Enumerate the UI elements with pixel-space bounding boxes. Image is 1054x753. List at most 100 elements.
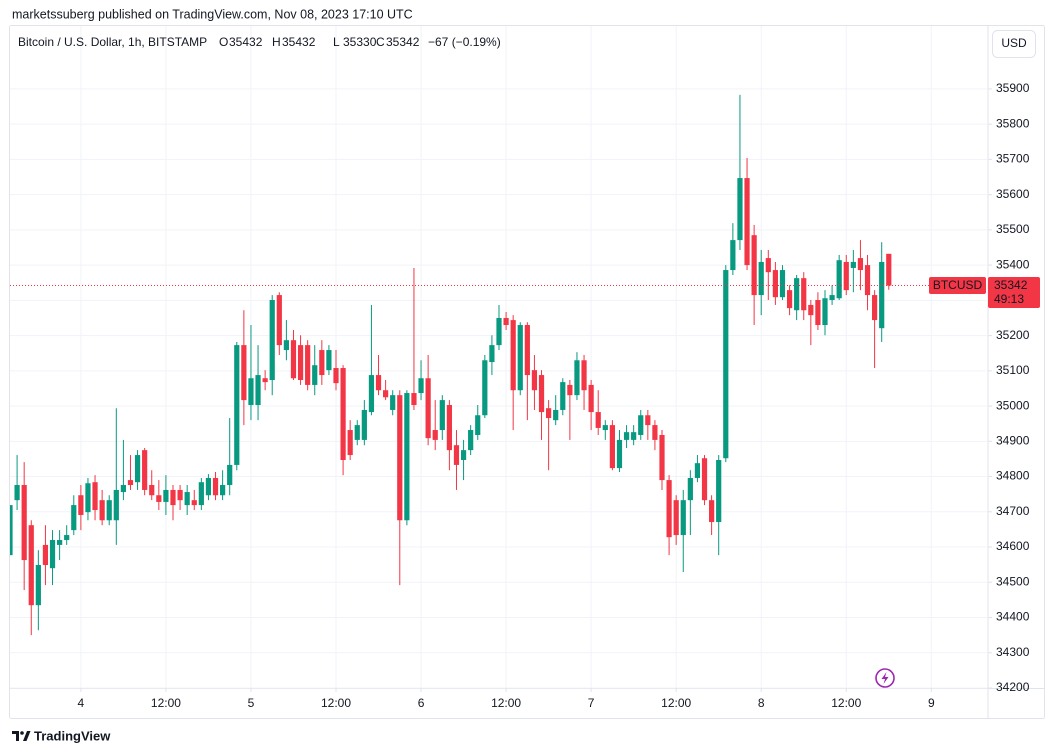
symbol-tag: BTCUSD <box>933 278 983 292</box>
y-tick-label: 34300 <box>996 645 1030 659</box>
candle-body <box>312 365 318 385</box>
footer-brand: TradingView <box>34 728 111 743</box>
candle-body <box>241 345 247 401</box>
candle-body <box>687 477 693 501</box>
candle-body <box>127 480 134 486</box>
y-tick-label: 35000 <box>996 398 1030 412</box>
x-tick-label: 12:00 <box>661 696 691 710</box>
countdown: 49:13 <box>994 292 1024 306</box>
candle-body <box>744 178 750 266</box>
chart-title: Bitcoin / U.S. Dollar, 1h, BITSTAMP <box>18 35 207 49</box>
candle-body <box>794 278 800 311</box>
y-tick-label: 35800 <box>996 116 1030 130</box>
y-tick-label: 35600 <box>996 187 1030 201</box>
lightning-icon[interactable] <box>875 668 895 688</box>
candle-body <box>57 539 63 545</box>
y-tick-label: 35400 <box>996 257 1030 271</box>
published-line: marketssuberg published on TradingView.c… <box>12 7 413 21</box>
ohlc-label: H <box>272 35 281 49</box>
candle-body <box>326 350 332 371</box>
candle-body <box>786 290 793 309</box>
candle-body <box>64 535 70 540</box>
candle-body <box>35 565 41 606</box>
candle-body <box>276 295 282 346</box>
candle-body <box>595 412 601 428</box>
candle-body <box>730 240 736 271</box>
x-tick-label: 8 <box>758 696 765 710</box>
candle-body <box>425 378 431 439</box>
candle-body <box>170 489 176 506</box>
price-tag: 35342 <box>994 278 1028 292</box>
candle-body <box>475 415 481 435</box>
candle-body <box>517 325 523 391</box>
x-tick-label: 12:00 <box>321 696 351 710</box>
candle-body <box>142 450 148 490</box>
candle-body <box>205 477 212 496</box>
candle-body <box>496 317 502 346</box>
ohlc-label: O <box>219 35 228 49</box>
candle-body <box>71 505 77 531</box>
candle-body <box>184 492 190 506</box>
currency-button-box[interactable] <box>992 30 1036 58</box>
candle-body <box>418 378 424 394</box>
candle-body <box>843 261 849 291</box>
candle-body <box>42 544 49 566</box>
y-tick-label: 34200 <box>996 680 1030 694</box>
candle-body <box>368 375 375 413</box>
candle-body <box>638 415 644 435</box>
y-tick-label: 34700 <box>996 504 1030 518</box>
y-tick-label: 34500 <box>996 574 1030 588</box>
candle-body <box>553 409 559 421</box>
ohlc-label: C <box>376 35 385 49</box>
candle-body <box>92 482 98 511</box>
x-tick-label: 12:00 <box>151 696 181 710</box>
candle-body <box>397 395 403 521</box>
y-tick-label: 35500 <box>996 222 1030 236</box>
change-value: −67 (−0.19%) <box>428 35 501 49</box>
x-tick-label: 4 <box>78 696 85 710</box>
y-tick-label: 34900 <box>996 433 1030 447</box>
candle-body <box>808 304 814 316</box>
y-tick-label: 34400 <box>996 610 1030 624</box>
x-tick-label: 7 <box>588 696 595 710</box>
candle-body <box>829 295 835 301</box>
currency-button[interactable]: USD <box>1001 36 1027 50</box>
candle-body <box>482 360 488 416</box>
candle-body <box>524 325 530 376</box>
candle-body <box>446 405 452 451</box>
candle-body <box>361 409 367 440</box>
ohlc-label: L <box>333 35 340 49</box>
candle-body <box>503 317 509 326</box>
x-tick-label: 5 <box>248 696 255 710</box>
candle-body <box>836 260 842 299</box>
y-tick-label: 35100 <box>996 363 1030 377</box>
candle-body <box>645 415 651 426</box>
candle-body <box>822 298 828 326</box>
candle-body <box>546 408 552 419</box>
candle-body <box>212 477 219 496</box>
candles <box>10 94 892 636</box>
candle-body <box>10 505 13 556</box>
ohlc-value: 35432 <box>229 35 263 49</box>
candle-body <box>864 265 871 296</box>
candle-body <box>588 384 594 413</box>
candle-body <box>751 235 757 296</box>
candle-body <box>701 458 708 501</box>
candle-body <box>404 393 410 521</box>
x-tick-label: 12:00 <box>491 696 521 710</box>
candle-body <box>283 340 289 351</box>
symbol-tag-box <box>929 277 986 295</box>
candle-body <box>333 368 339 384</box>
y-tick-label: 34600 <box>996 539 1030 553</box>
candle-body <box>857 258 864 271</box>
candle-body <box>489 345 495 363</box>
candle-body <box>772 270 778 298</box>
tradingview-logo <box>12 731 31 741</box>
candle-body <box>531 370 538 391</box>
candle-body <box>347 430 353 456</box>
candle-body <box>375 375 382 391</box>
candle-body <box>581 360 587 391</box>
candle-body <box>255 375 261 406</box>
candle-body <box>248 378 254 406</box>
